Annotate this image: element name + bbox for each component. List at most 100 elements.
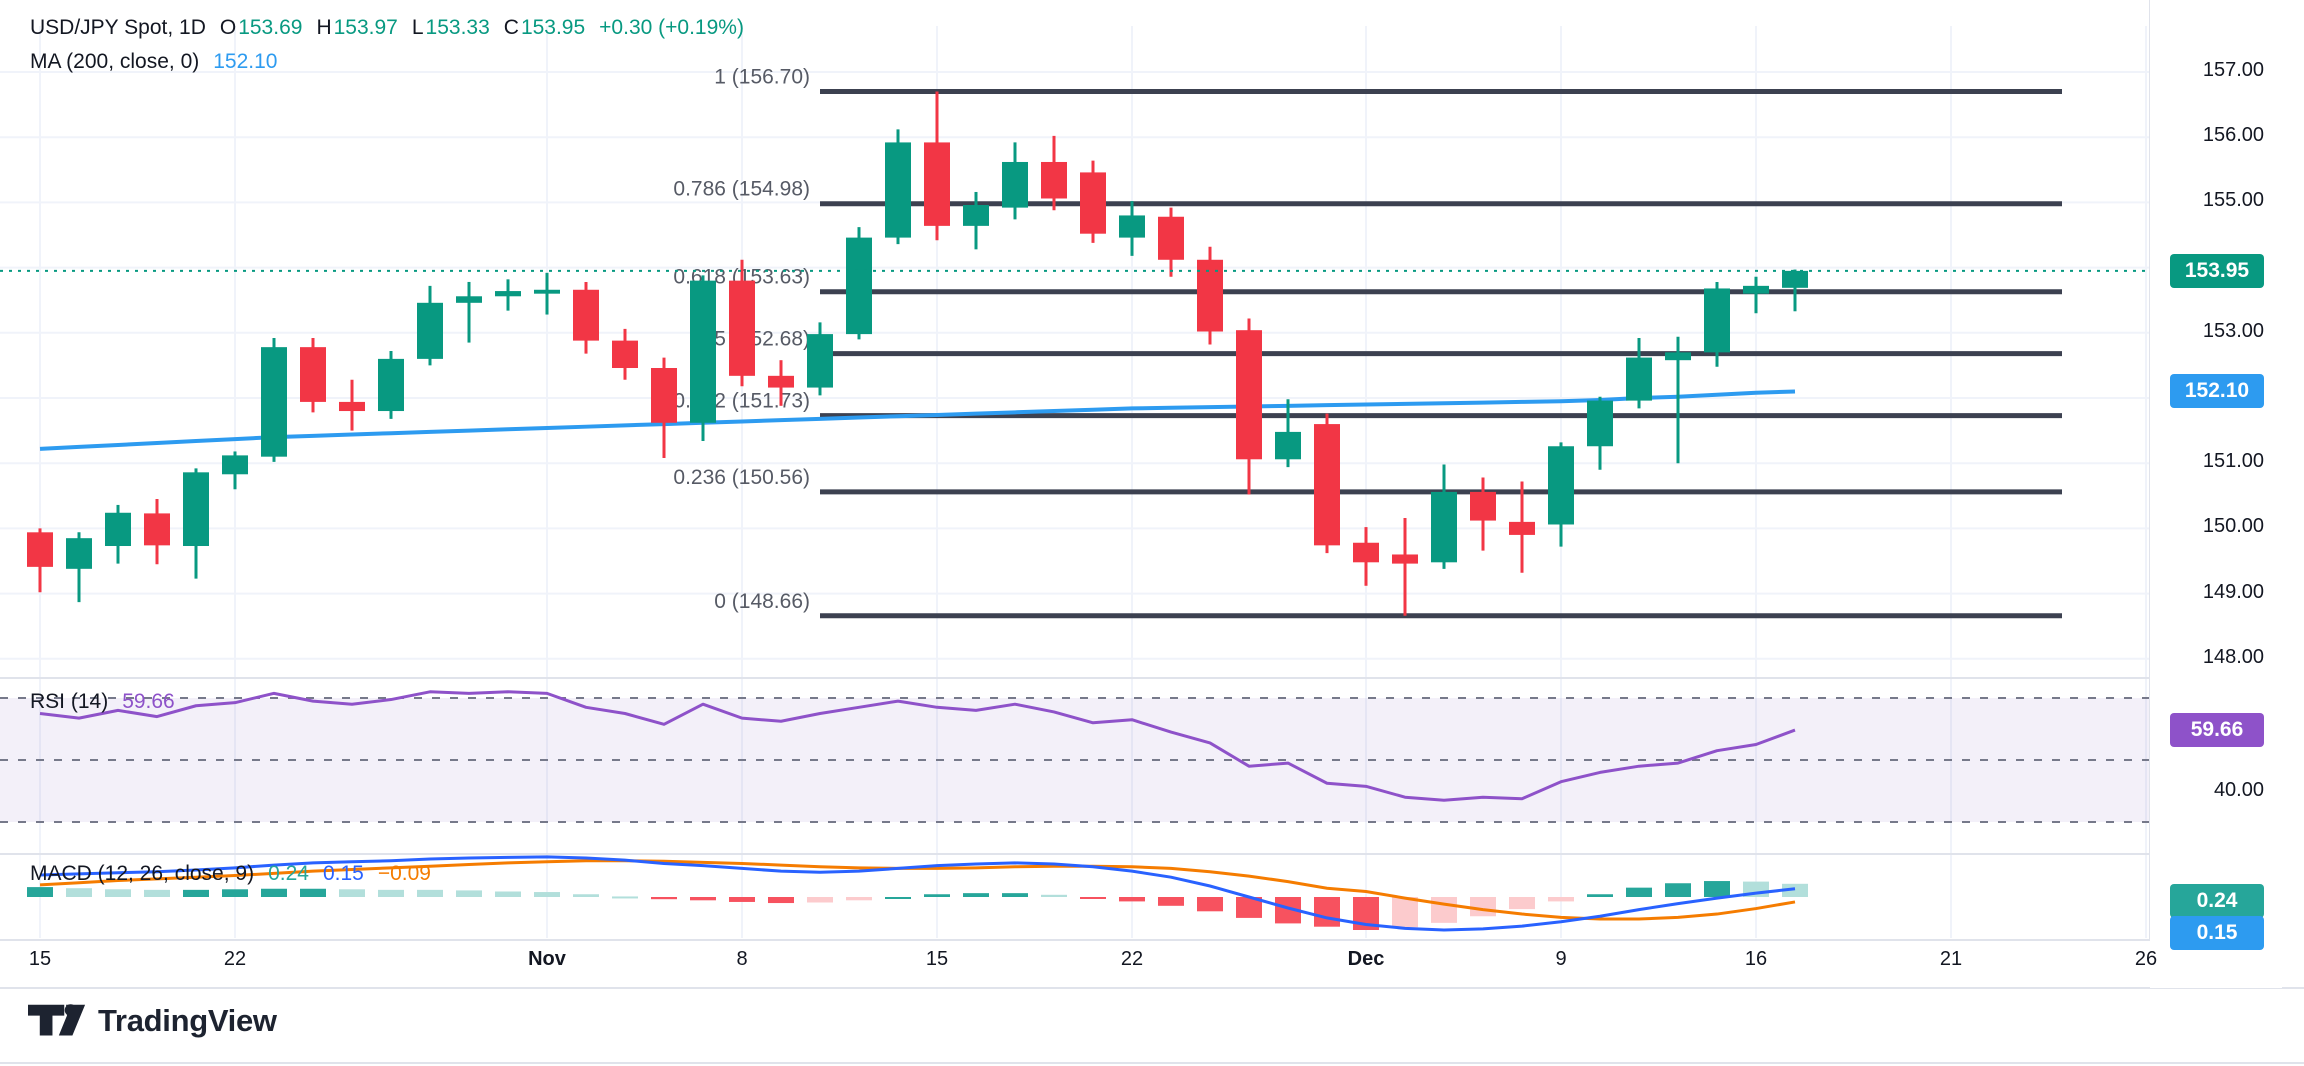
candle-body <box>1236 330 1262 460</box>
rsi-value: 59.66 <box>122 690 175 713</box>
time-axis-label: 9 <box>1555 948 1567 970</box>
candle-body <box>1314 424 1340 546</box>
ma-value: 152.10 <box>213 50 278 73</box>
ohlc-high: H 153.97 <box>316 16 397 40</box>
price-axis-label: 150.00 <box>2202 515 2264 538</box>
price-axis-label: 151.00 <box>2202 450 2264 473</box>
candle-body <box>1119 215 1145 238</box>
grid-lines <box>0 26 2150 938</box>
candle-body <box>144 513 170 546</box>
ohlc-open: O 153.69 <box>220 16 303 40</box>
tradingview-logo-icon[interactable] <box>28 1002 86 1040</box>
candle-body <box>105 512 131 547</box>
fib-label: 0.786 (154.98) <box>673 178 810 201</box>
time-axis-label: 26 <box>2134 948 2158 970</box>
macd-hist-bar <box>1665 883 1691 897</box>
candle-body <box>651 368 677 423</box>
candle-body <box>495 291 521 297</box>
macd-hist-bar <box>495 891 521 897</box>
candle-body <box>183 472 209 547</box>
rsi-axis-label: 40.00 <box>2213 779 2264 801</box>
candle-body <box>1041 161 1067 199</box>
ma-200-line <box>39 389 1796 451</box>
macd-hist-bar <box>417 889 443 897</box>
time-axis-label: 15 <box>28 948 52 970</box>
price-axis-label: 157.00 <box>2202 59 2264 81</box>
candle-body <box>846 237 872 335</box>
macd-hist-bar <box>1704 881 1730 897</box>
candle-body <box>1743 285 1769 294</box>
candle-body <box>534 289 560 294</box>
macd-hist-bar <box>339 889 365 897</box>
macd-hist-bar <box>963 893 989 897</box>
brand-name[interactable]: TradingView <box>98 1003 277 1038</box>
rsi-label[interactable]: RSI (14) <box>30 690 109 713</box>
fib-label: 1 (156.70) <box>714 66 810 89</box>
macd-hist-bar <box>690 897 716 901</box>
footer: TradingView <box>28 1002 277 1040</box>
macd-hist-bar <box>612 896 638 899</box>
candle-body <box>417 302 443 359</box>
time-axis-label: 16 <box>1744 948 1768 970</box>
macd-hist-bar <box>66 888 92 897</box>
candle-body <box>1548 446 1574 525</box>
candle-body <box>885 142 911 238</box>
macd-hist-bar <box>1080 897 1106 899</box>
candle-body <box>807 334 833 388</box>
candle-body <box>261 347 287 457</box>
ma-price-badge: 152.10 <box>2170 374 2264 409</box>
candle-body <box>1431 491 1457 563</box>
candle-body <box>378 358 404 412</box>
open-label: O <box>219 16 237 39</box>
macd-label[interactable]: MACD (12, 26, close, 9) <box>30 862 255 885</box>
time-axis-label: Nov <box>528 948 566 970</box>
macd-hist-bar <box>183 889 209 897</box>
macd-hist-bar <box>729 897 755 902</box>
ma-label[interactable]: MA (200, close, 0) <box>30 50 200 73</box>
macd-hist-bar <box>27 887 53 897</box>
open-value: 153.69 <box>238 16 303 39</box>
time-axis-label: Dec <box>1347 948 1385 970</box>
macd-hist-bar <box>1041 894 1067 897</box>
fib-label: 0 (148.66) <box>714 590 810 613</box>
macd-hist-bar <box>885 897 911 899</box>
rsi-badge: 59.66 <box>2170 713 2264 748</box>
candle-body <box>27 532 53 567</box>
candle-body <box>1392 554 1418 564</box>
macd-hist-bar <box>1431 897 1457 923</box>
candle-body <box>1470 491 1496 521</box>
low-label: L <box>411 16 424 39</box>
symbol-title[interactable]: USD/JPY Spot, 1D <box>30 16 206 39</box>
rsi-line <box>39 690 1796 802</box>
candle-body <box>1080 172 1106 234</box>
time-axis[interactable]: 15 22 Nov 8 15 22 Dec 9 16 21 26 <box>0 948 2304 986</box>
macd-hist-bar <box>651 897 677 900</box>
candles <box>27 91 1808 616</box>
macd-hist-bar <box>846 897 872 901</box>
candle-body <box>1509 521 1535 535</box>
macd-hist-bar <box>1236 897 1262 918</box>
high-value: 153.97 <box>333 16 398 39</box>
macd-hist-bar <box>1470 897 1496 917</box>
macd-line-badge: 0.15 <box>2170 916 2264 950</box>
macd-hist-bar <box>1626 887 1652 897</box>
macd-hist-bar <box>105 889 131 897</box>
low-value: 153.33 <box>425 16 490 39</box>
candle-body <box>1587 400 1613 447</box>
candle-body <box>729 280 755 376</box>
candle-body <box>300 347 326 402</box>
high-label: H <box>316 16 332 39</box>
price-axis-label: 148.00 <box>2202 645 2264 668</box>
ohlc-close: C 153.95 <box>504 16 585 40</box>
macd-hist-bar <box>1158 897 1184 906</box>
close-label: C <box>503 16 519 39</box>
macd-line <box>39 855 1796 932</box>
macd-hist-bar <box>924 894 950 897</box>
price-axis[interactable]: 153.95 152.10 59.66 40.00 0.24 0.15 157.… <box>2150 0 2282 988</box>
time-axis-label: 21 <box>1939 948 1963 970</box>
close-value: 153.95 <box>520 16 586 39</box>
fib-retracement: 1 (156.70)0.786 (154.98)0.618 (153.63)0.… <box>673 66 2062 619</box>
